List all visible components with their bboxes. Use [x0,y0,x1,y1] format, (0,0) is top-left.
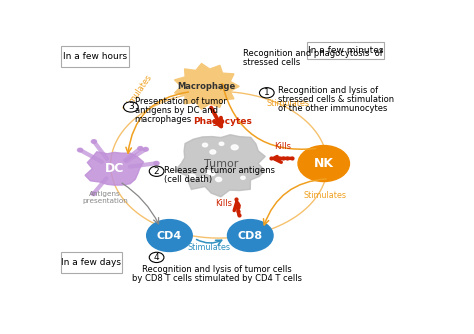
Circle shape [219,142,224,145]
Circle shape [154,161,159,165]
Circle shape [241,176,245,179]
Circle shape [231,145,238,150]
Circle shape [210,150,216,154]
Text: by CD8 T cells stimulated by CD4 T cells: by CD8 T cells stimulated by CD4 T cells [132,274,302,283]
Text: 3: 3 [128,103,134,112]
Text: Kills: Kills [215,199,232,208]
Circle shape [77,148,83,152]
Circle shape [202,143,208,147]
Circle shape [138,147,143,150]
Circle shape [259,88,274,98]
Text: Recognition and lysis of tumor cells: Recognition and lysis of tumor cells [142,265,292,274]
Text: stressed cells: stressed cells [243,58,300,67]
Text: NK: NK [314,157,334,170]
Polygon shape [85,152,144,185]
FancyBboxPatch shape [307,42,384,59]
Text: 1: 1 [264,88,270,97]
Text: Stimulates: Stimulates [188,243,231,252]
Circle shape [91,192,96,195]
Circle shape [143,147,148,151]
Text: Stimulates: Stimulates [303,191,346,200]
Text: Recognition and lysis of: Recognition and lysis of [278,87,378,96]
Text: Release of tumor antigens: Release of tumor antigens [164,166,275,175]
Text: CD4: CD4 [157,230,182,240]
Text: 4: 4 [154,253,159,262]
FancyBboxPatch shape [61,46,129,67]
Text: Antigens
presentation: Antigens presentation [82,190,128,203]
Circle shape [188,174,195,179]
Text: of the other immunocytes: of the other immunocytes [278,104,387,113]
Polygon shape [175,135,265,197]
Text: stressed cells & stimulation: stressed cells & stimulation [278,96,394,104]
Text: Stimulates: Stimulates [267,99,310,108]
Circle shape [206,171,211,174]
Text: Kills: Kills [274,142,291,151]
Circle shape [91,140,97,143]
Circle shape [209,171,215,176]
Text: In a few minutes: In a few minutes [308,46,383,55]
Text: DC: DC [105,162,124,175]
Text: CD8: CD8 [237,230,263,240]
Text: 2: 2 [154,167,159,176]
Circle shape [149,252,164,263]
Circle shape [298,146,349,182]
Circle shape [146,219,192,252]
FancyBboxPatch shape [61,252,122,273]
Text: Phagocytes: Phagocytes [193,117,252,126]
Text: antigens by DC and: antigens by DC and [135,106,218,115]
Circle shape [216,177,222,182]
Circle shape [201,177,205,180]
Text: In a few days: In a few days [62,258,121,267]
Polygon shape [174,63,239,109]
Text: (cell death): (cell death) [164,175,212,184]
Text: Tumor: Tumor [204,159,238,169]
Text: macrophages: macrophages [135,115,192,124]
Circle shape [124,102,138,112]
Text: Macrophage: Macrophage [177,82,235,91]
Text: Stimulates: Stimulates [122,72,154,113]
Text: In a few hours: In a few hours [63,52,127,61]
Circle shape [149,166,164,176]
Text: Presentation of tumor: Presentation of tumor [135,97,227,106]
Text: Recognition and phagocytosis  of: Recognition and phagocytosis of [243,49,383,58]
Circle shape [228,219,273,252]
